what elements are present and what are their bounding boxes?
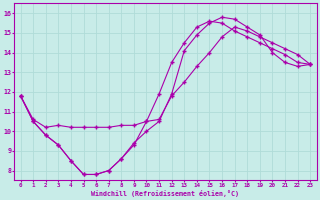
X-axis label: Windchill (Refroidissement éolien,°C): Windchill (Refroidissement éolien,°C) (92, 190, 239, 197)
